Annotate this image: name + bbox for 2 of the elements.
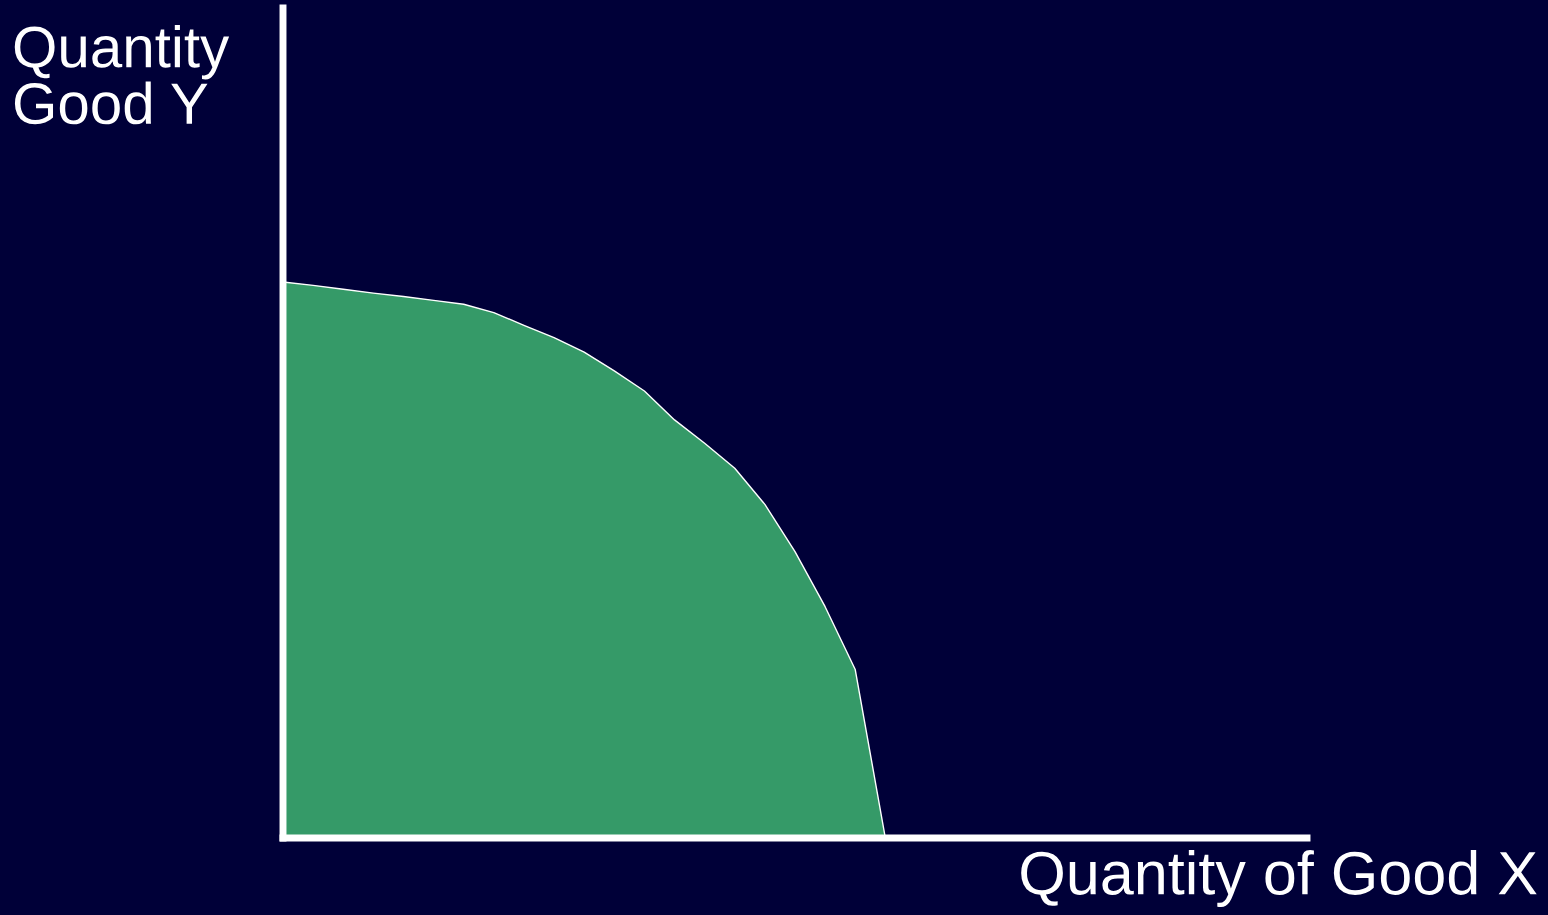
y-axis-title: Quantity Good Y — [14, 25, 230, 125]
x-axis-title: Quantity of Good X — [1021, 850, 1537, 907]
